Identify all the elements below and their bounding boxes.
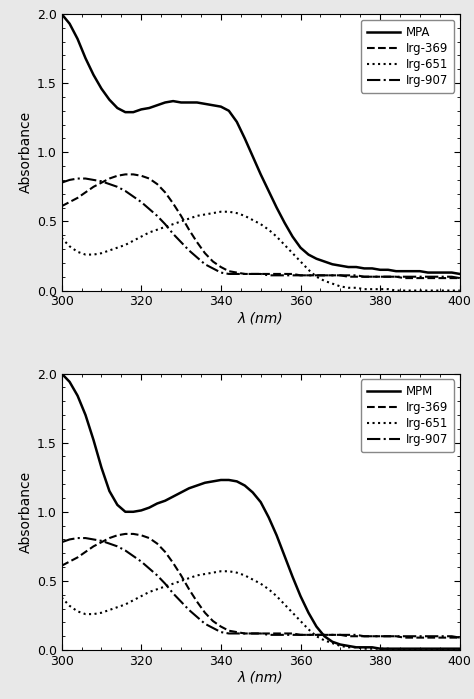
MPA [321, 257, 327, 266]
Irg-907 [194, 613, 200, 621]
MPA [346, 263, 351, 271]
X-axis label: λ (nm): λ (nm) [238, 671, 283, 685]
Irg-369 [186, 226, 192, 234]
Irg-907 [59, 178, 64, 187]
Irg-907 [59, 538, 64, 547]
MPA [146, 104, 152, 113]
Irg-651 [146, 588, 152, 596]
MPM [178, 488, 184, 496]
Irg-907 [449, 632, 455, 640]
MPA [59, 10, 64, 18]
Irg-369 [155, 540, 160, 548]
Legend: MPA, Irg-369, Irg-651, Irg-907: MPA, Irg-369, Irg-651, Irg-907 [361, 20, 454, 92]
Line: Irg-369: Irg-369 [62, 534, 460, 637]
Irg-907 [75, 174, 81, 182]
MPM [449, 644, 455, 653]
Irg-907 [329, 271, 335, 280]
Irg-369 [59, 561, 64, 570]
Irg-907 [457, 274, 463, 282]
Irg-907 [155, 212, 160, 220]
Irg-369 [401, 633, 407, 642]
MPM [186, 484, 192, 493]
Irg-369 [59, 202, 64, 210]
Irg-369 [122, 530, 128, 538]
Irg-907 [457, 633, 463, 642]
Line: Irg-369: Irg-369 [62, 174, 460, 278]
Irg-651 [218, 208, 224, 216]
Irg-651 [393, 646, 399, 654]
MPA [186, 99, 192, 107]
Irg-369 [329, 271, 335, 280]
Irg-651 [146, 229, 152, 237]
Irg-369 [457, 274, 463, 282]
Line: Irg-907: Irg-907 [62, 538, 460, 637]
Irg-651 [59, 233, 64, 242]
Irg-369 [457, 633, 463, 642]
MPA [457, 270, 463, 278]
Irg-369 [194, 598, 200, 606]
Irg-651 [186, 215, 192, 223]
Irg-369 [155, 180, 160, 188]
Irg-369 [401, 274, 407, 282]
Irg-651 [218, 567, 224, 575]
MPM [59, 369, 64, 377]
Irg-651 [178, 577, 184, 585]
Irg-369 [122, 170, 128, 178]
Irg-651 [457, 646, 463, 654]
MPM [346, 642, 351, 650]
Line: Irg-907: Irg-907 [62, 178, 460, 278]
Irg-369 [186, 585, 192, 593]
Irg-651 [186, 574, 192, 582]
Irg-651 [457, 287, 463, 295]
Irg-369 [449, 633, 455, 642]
Y-axis label: Absorbance: Absorbance [18, 470, 33, 553]
Irg-651 [354, 643, 359, 651]
Irg-651 [354, 284, 359, 292]
MPM [377, 644, 383, 653]
Irg-651 [329, 639, 335, 647]
Line: Irg-651: Irg-651 [62, 571, 460, 650]
Irg-369 [354, 273, 359, 281]
Irg-907 [186, 606, 192, 614]
Line: Irg-651: Irg-651 [62, 212, 460, 291]
MPA [449, 268, 455, 277]
Legend: MPM, Irg-369, Irg-651, Irg-907: MPM, Irg-369, Irg-651, Irg-907 [361, 380, 454, 452]
MPM [146, 503, 152, 512]
Irg-369 [194, 238, 200, 246]
Irg-651 [393, 287, 399, 295]
Irg-651 [178, 217, 184, 226]
MPA [178, 99, 184, 107]
Line: MPM: MPM [62, 373, 460, 649]
Irg-651 [329, 280, 335, 288]
MPM [321, 632, 327, 640]
MPM [457, 644, 463, 653]
Irg-369 [449, 274, 455, 282]
Irg-907 [354, 271, 359, 280]
Irg-369 [354, 632, 359, 640]
Y-axis label: Absorbance: Absorbance [18, 111, 33, 194]
Irg-369 [329, 630, 335, 639]
Irg-907 [354, 630, 359, 639]
Irg-907 [155, 571, 160, 579]
Line: MPA: MPA [62, 14, 460, 274]
Irg-907 [329, 630, 335, 639]
X-axis label: λ (nm): λ (nm) [238, 311, 283, 325]
Irg-907 [75, 534, 81, 542]
Irg-907 [449, 273, 455, 281]
Irg-651 [449, 287, 455, 295]
Irg-651 [59, 593, 64, 602]
Irg-907 [186, 246, 192, 254]
Irg-907 [194, 253, 200, 261]
Irg-651 [449, 646, 455, 654]
